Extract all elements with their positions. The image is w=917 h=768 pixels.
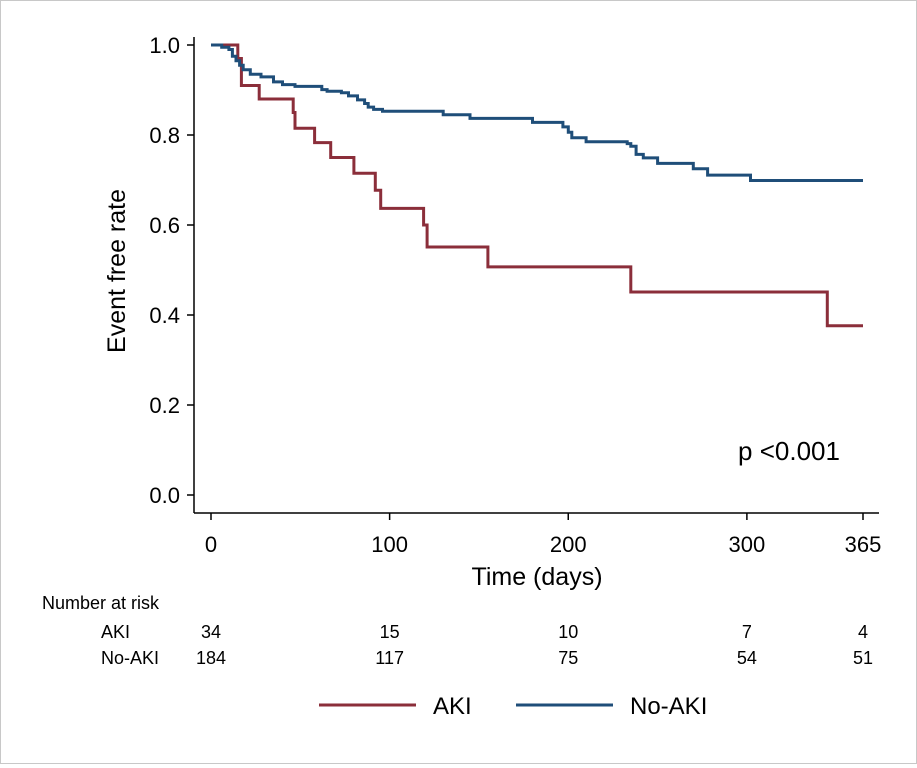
legend-label-aki: AKI bbox=[433, 693, 472, 720]
risk-table: AKI 34 15 10 7 4 No-AKI 184 117 75 54 51 bbox=[101, 622, 873, 668]
risk-count: 4 bbox=[858, 622, 868, 642]
x-tick-label: 100 bbox=[371, 532, 408, 557]
series-line-aki bbox=[211, 43, 863, 328]
risk-count: 34 bbox=[201, 622, 221, 642]
y-tick-label: 0.6 bbox=[149, 213, 180, 238]
x-tick-label: 300 bbox=[729, 532, 766, 557]
x-tick-label: 0 bbox=[205, 532, 217, 557]
p-value-annotation: p <0.001 bbox=[738, 436, 840, 466]
series-line-no-aki bbox=[211, 43, 863, 182]
risk-row-label: AKI bbox=[101, 622, 130, 642]
risk-count: 184 bbox=[196, 648, 226, 668]
legend: AKI No-AKI bbox=[319, 693, 707, 720]
y-tick-label: 0.2 bbox=[149, 393, 180, 418]
risk-count: 10 bbox=[558, 622, 578, 642]
risk-count: 117 bbox=[375, 648, 404, 668]
x-axis-ticks: 0 100 200 300 365 bbox=[205, 513, 881, 557]
y-axis-title: Event free rate bbox=[103, 189, 131, 353]
x-tick-label: 365 bbox=[845, 532, 882, 557]
risk-table-title: Number at risk bbox=[42, 593, 160, 613]
risk-count: 54 bbox=[737, 648, 757, 668]
risk-count: 7 bbox=[742, 622, 752, 642]
y-tick-label: 0.8 bbox=[149, 123, 180, 148]
y-tick-label: 0.4 bbox=[149, 303, 180, 328]
x-tick-label: 200 bbox=[550, 532, 587, 557]
risk-row-label: No-AKI bbox=[101, 648, 159, 668]
legend-label-no-aki: No-AKI bbox=[630, 693, 707, 720]
y-tick-label: 0.0 bbox=[149, 483, 180, 508]
risk-count: 15 bbox=[380, 622, 400, 642]
y-axis-ticks: 0.0 0.2 0.4 0.6 0.8 1.0 bbox=[149, 33, 194, 508]
survival-curves bbox=[211, 43, 863, 328]
y-tick-label: 1.0 bbox=[149, 33, 180, 58]
x-axis-title: Time (days) bbox=[471, 563, 602, 591]
risk-count: 75 bbox=[558, 648, 578, 668]
risk-count: 51 bbox=[853, 648, 873, 668]
